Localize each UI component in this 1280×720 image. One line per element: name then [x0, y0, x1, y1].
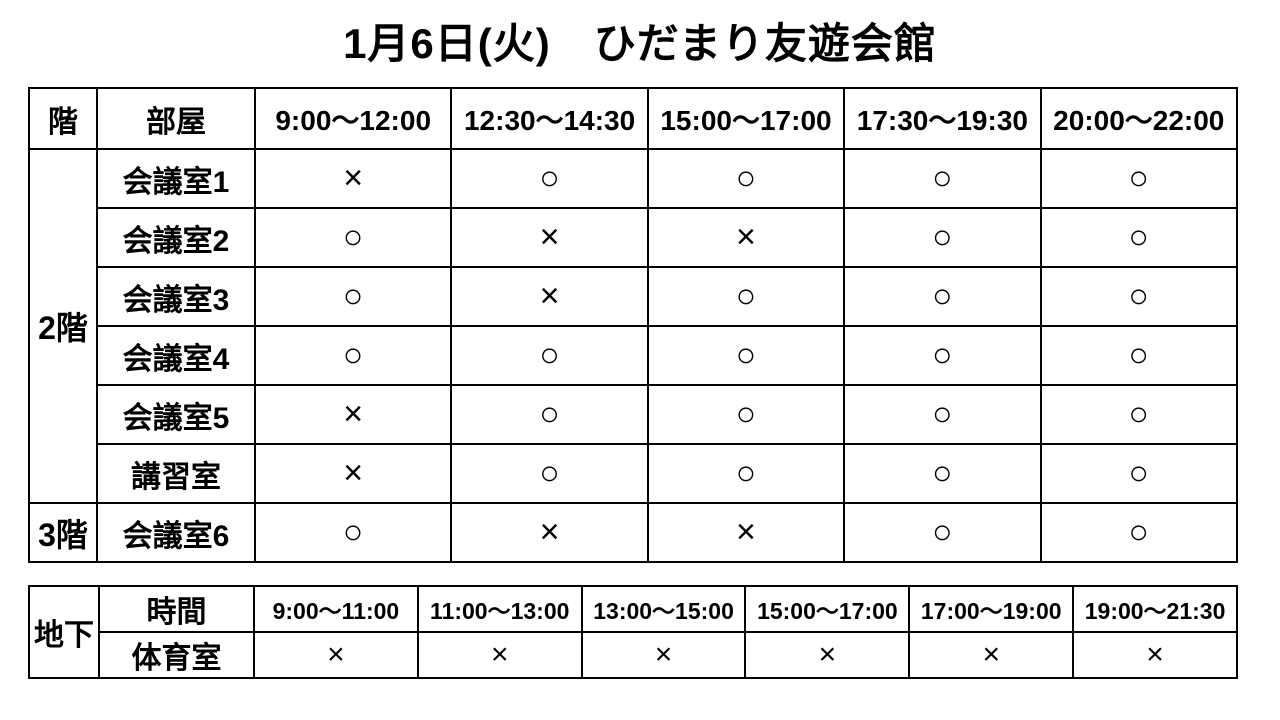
- slot-cell: ○: [450, 384, 649, 445]
- table-row: 会議室2 ○ × × ○ ○: [29, 207, 1239, 268]
- slot-cell: ×: [253, 631, 419, 679]
- slot-cell: ○: [1039, 443, 1239, 504]
- room-cell: 講習室: [96, 443, 256, 504]
- slot-cell: ×: [253, 148, 453, 209]
- basement-room-row: 体育室 × × × × × ×: [29, 631, 1238, 679]
- availability-table-basement: 地下 時間 9:00〜11:00 11:00〜13:00 13:00〜15:00…: [28, 585, 1238, 679]
- basement-time-slot: 15:00〜17:00: [744, 585, 911, 633]
- slot-cell: ×: [1072, 631, 1238, 679]
- header-room: 部屋: [96, 87, 256, 150]
- slot-cell: ○: [843, 148, 1042, 209]
- room-cell: 会議室1: [96, 148, 256, 209]
- floor-cell-2f: 2階: [28, 148, 98, 504]
- slot-cell: ○: [646, 325, 846, 386]
- slot-cell: ○: [1039, 207, 1239, 268]
- slot-cell: ×: [253, 443, 453, 504]
- slot-cell: ○: [253, 325, 453, 386]
- room-cell: 会議室5: [96, 384, 256, 445]
- slot-cell: ○: [843, 325, 1042, 386]
- slot-cell: ○: [646, 443, 846, 504]
- table-row: 会議室5 × ○ ○ ○ ○: [29, 384, 1239, 445]
- slot-cell: ○: [1039, 325, 1239, 386]
- slot-cell: ×: [450, 266, 649, 327]
- basement-time-slot: 11:00〜13:00: [416, 585, 583, 633]
- basement-time-row: 地下 時間 9:00〜11:00 11:00〜13:00 13:00〜15:00…: [28, 585, 1238, 679]
- basement-time-slot: 17:00〜19:00: [908, 585, 1075, 633]
- table-row: 2階 会議室1 × ○ ○ ○ ○: [28, 148, 1239, 504]
- room-cell: 会議室6: [96, 502, 256, 563]
- slot-cell: ○: [646, 266, 846, 327]
- basement-time-slot: 13:00〜15:00: [580, 585, 747, 633]
- slot-cell: ×: [646, 207, 846, 268]
- slot-cell: ○: [253, 207, 453, 268]
- slot-cell: ×: [646, 502, 846, 563]
- slot-cell: ○: [1039, 266, 1239, 327]
- basement-time-slot: 9:00〜11:00: [253, 585, 419, 633]
- slot-cell: ○: [450, 148, 649, 209]
- floor-cell-3f: 3階: [28, 502, 98, 563]
- room-cell: 会議室3: [96, 266, 256, 327]
- slot-cell: ○: [843, 266, 1042, 327]
- slot-cell: ○: [1039, 502, 1239, 563]
- header-floor: 階: [28, 87, 98, 150]
- slot-cell: ○: [843, 207, 1042, 268]
- table-row: 3階 会議室6 ○ × × ○ ○: [28, 502, 1239, 563]
- header-row: 階 部屋 9:00〜12:00 12:30〜14:30 15:00〜17:00 …: [28, 87, 1239, 150]
- room-cell: 会議室2: [96, 207, 256, 268]
- page-title: 1月6日(火) ひだまり友遊会館: [343, 20, 937, 67]
- slot-cell: ×: [450, 502, 649, 563]
- availability-table-upper-floors: 階 部屋 9:00〜12:00 12:30〜14:30 15:00〜17:00 …: [28, 87, 1239, 563]
- table-row: 会議室3 ○ × ○ ○ ○: [29, 266, 1239, 327]
- slot-cell: ○: [253, 266, 453, 327]
- slot-cell: ○: [843, 384, 1042, 445]
- slot-cell: ×: [908, 631, 1075, 679]
- slot-cell: ×: [580, 631, 747, 679]
- slot-cell: ×: [416, 631, 583, 679]
- header-time-slot: 12:30〜14:30: [450, 87, 649, 150]
- slot-cell: ○: [450, 443, 649, 504]
- slot-cell: ○: [450, 325, 649, 386]
- table-row: 講習室 × ○ ○ ○ ○: [29, 443, 1239, 504]
- header-time-slot: 9:00〜12:00: [253, 87, 453, 150]
- slot-cell: ○: [1039, 384, 1239, 445]
- slot-cell: ×: [744, 631, 911, 679]
- slot-cell: ○: [646, 384, 846, 445]
- basement-time-slot: 19:00〜21:30: [1072, 585, 1238, 633]
- slot-cell: ○: [646, 148, 846, 209]
- slot-cell: ×: [253, 384, 453, 445]
- room-cell: 会議室4: [96, 325, 256, 386]
- table-row: 会議室4 ○ ○ ○ ○ ○: [29, 325, 1239, 386]
- gym-room-cell: 体育室: [98, 631, 255, 679]
- header-time-slot: 17:30〜19:30: [843, 87, 1042, 150]
- header-time-slot: 15:00〜17:00: [646, 87, 846, 150]
- slot-cell: ○: [843, 502, 1042, 563]
- floor-cell-basement: 地下: [28, 585, 100, 679]
- header-time-slot: 20:00〜22:00: [1039, 87, 1239, 150]
- slot-cell: ○: [1039, 148, 1239, 209]
- slot-cell: ○: [843, 443, 1042, 504]
- slot-cell: ×: [450, 207, 649, 268]
- slot-cell: ○: [253, 502, 453, 563]
- time-label-cell: 時間: [98, 585, 255, 633]
